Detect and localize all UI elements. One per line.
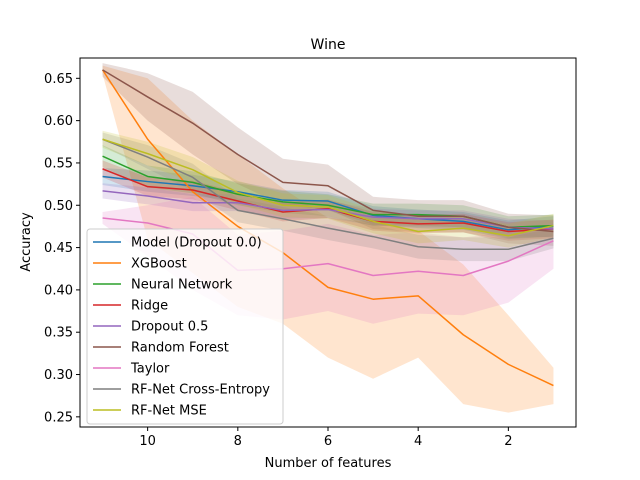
band-random-forest: [102, 63, 554, 246]
y-tick-label: 0.65: [44, 72, 73, 87]
line-dropout-0-5: [102, 190, 554, 230]
y-tick-label: 0.40: [44, 283, 73, 298]
series-lines: [101, 69, 554, 387]
x-tick-label: 10: [139, 434, 156, 449]
y-tick-label: 0.45: [44, 241, 73, 256]
x-tick-label: 8: [234, 434, 242, 449]
y-axis-ticks: 0.25 0.30 0.35 0.40 0.45 0.50 0.55 0.60 0.65: [44, 72, 80, 425]
legend-label-rf-net-cross-entropy: RF-Net Cross-Entropy: [131, 383, 270, 398]
y-tick-label: 0.30: [44, 368, 73, 383]
line-ridge: [102, 168, 554, 233]
line-model-dropout-0-0: [102, 175, 554, 231]
y-tick-label: 0.60: [44, 114, 73, 129]
x-axis-label: Number of features: [265, 456, 392, 471]
legend-label-model-dropout-0-0: Model (Dropout 0.0): [131, 236, 262, 251]
line-rf-net-mse: [102, 138, 554, 237]
legend-label-neural-network: Neural Network: [131, 278, 233, 293]
y-tick-label: 0.55: [44, 156, 73, 171]
y-axis-label: Accuracy: [19, 212, 34, 272]
legend-label-ridge: Ridge: [131, 299, 168, 314]
line-xgboost: [101, 69, 554, 387]
y-tick-label: 0.50: [44, 199, 73, 214]
x-tick-label: 2: [504, 434, 512, 449]
legend-label-xgboost: XGBoost: [131, 257, 187, 272]
band-model-dropout-0-0: [102, 168, 554, 240]
legend-label-taylor: Taylor: [130, 362, 170, 377]
line-rf-net-cross-entropy: [102, 138, 554, 251]
x-tick-label: 4: [414, 434, 422, 449]
legend-box: [86, 228, 284, 425]
legend: Model (Dropout 0.0) XGBoost Neural Network…: [86, 228, 284, 425]
band-xgboost: [102, 65, 554, 413]
y-tick-label: 0.35: [44, 326, 73, 341]
legend-label-random-forest: Random Forest: [131, 341, 229, 356]
x-tick-label: 6: [324, 434, 332, 449]
band-rf-net-cross-entropy: [102, 132, 554, 262]
x-axis-ticks: 10 8 6 4 2: [139, 427, 513, 449]
chart-title: Wine: [311, 37, 346, 53]
line-random-forest: [102, 69, 554, 233]
legend-label-rf-net-mse: RF-Net MSE: [131, 404, 207, 419]
y-tick-label: 0.25: [44, 410, 73, 425]
legend-label-dropout-0-5: Dropout 0.5: [131, 320, 208, 335]
